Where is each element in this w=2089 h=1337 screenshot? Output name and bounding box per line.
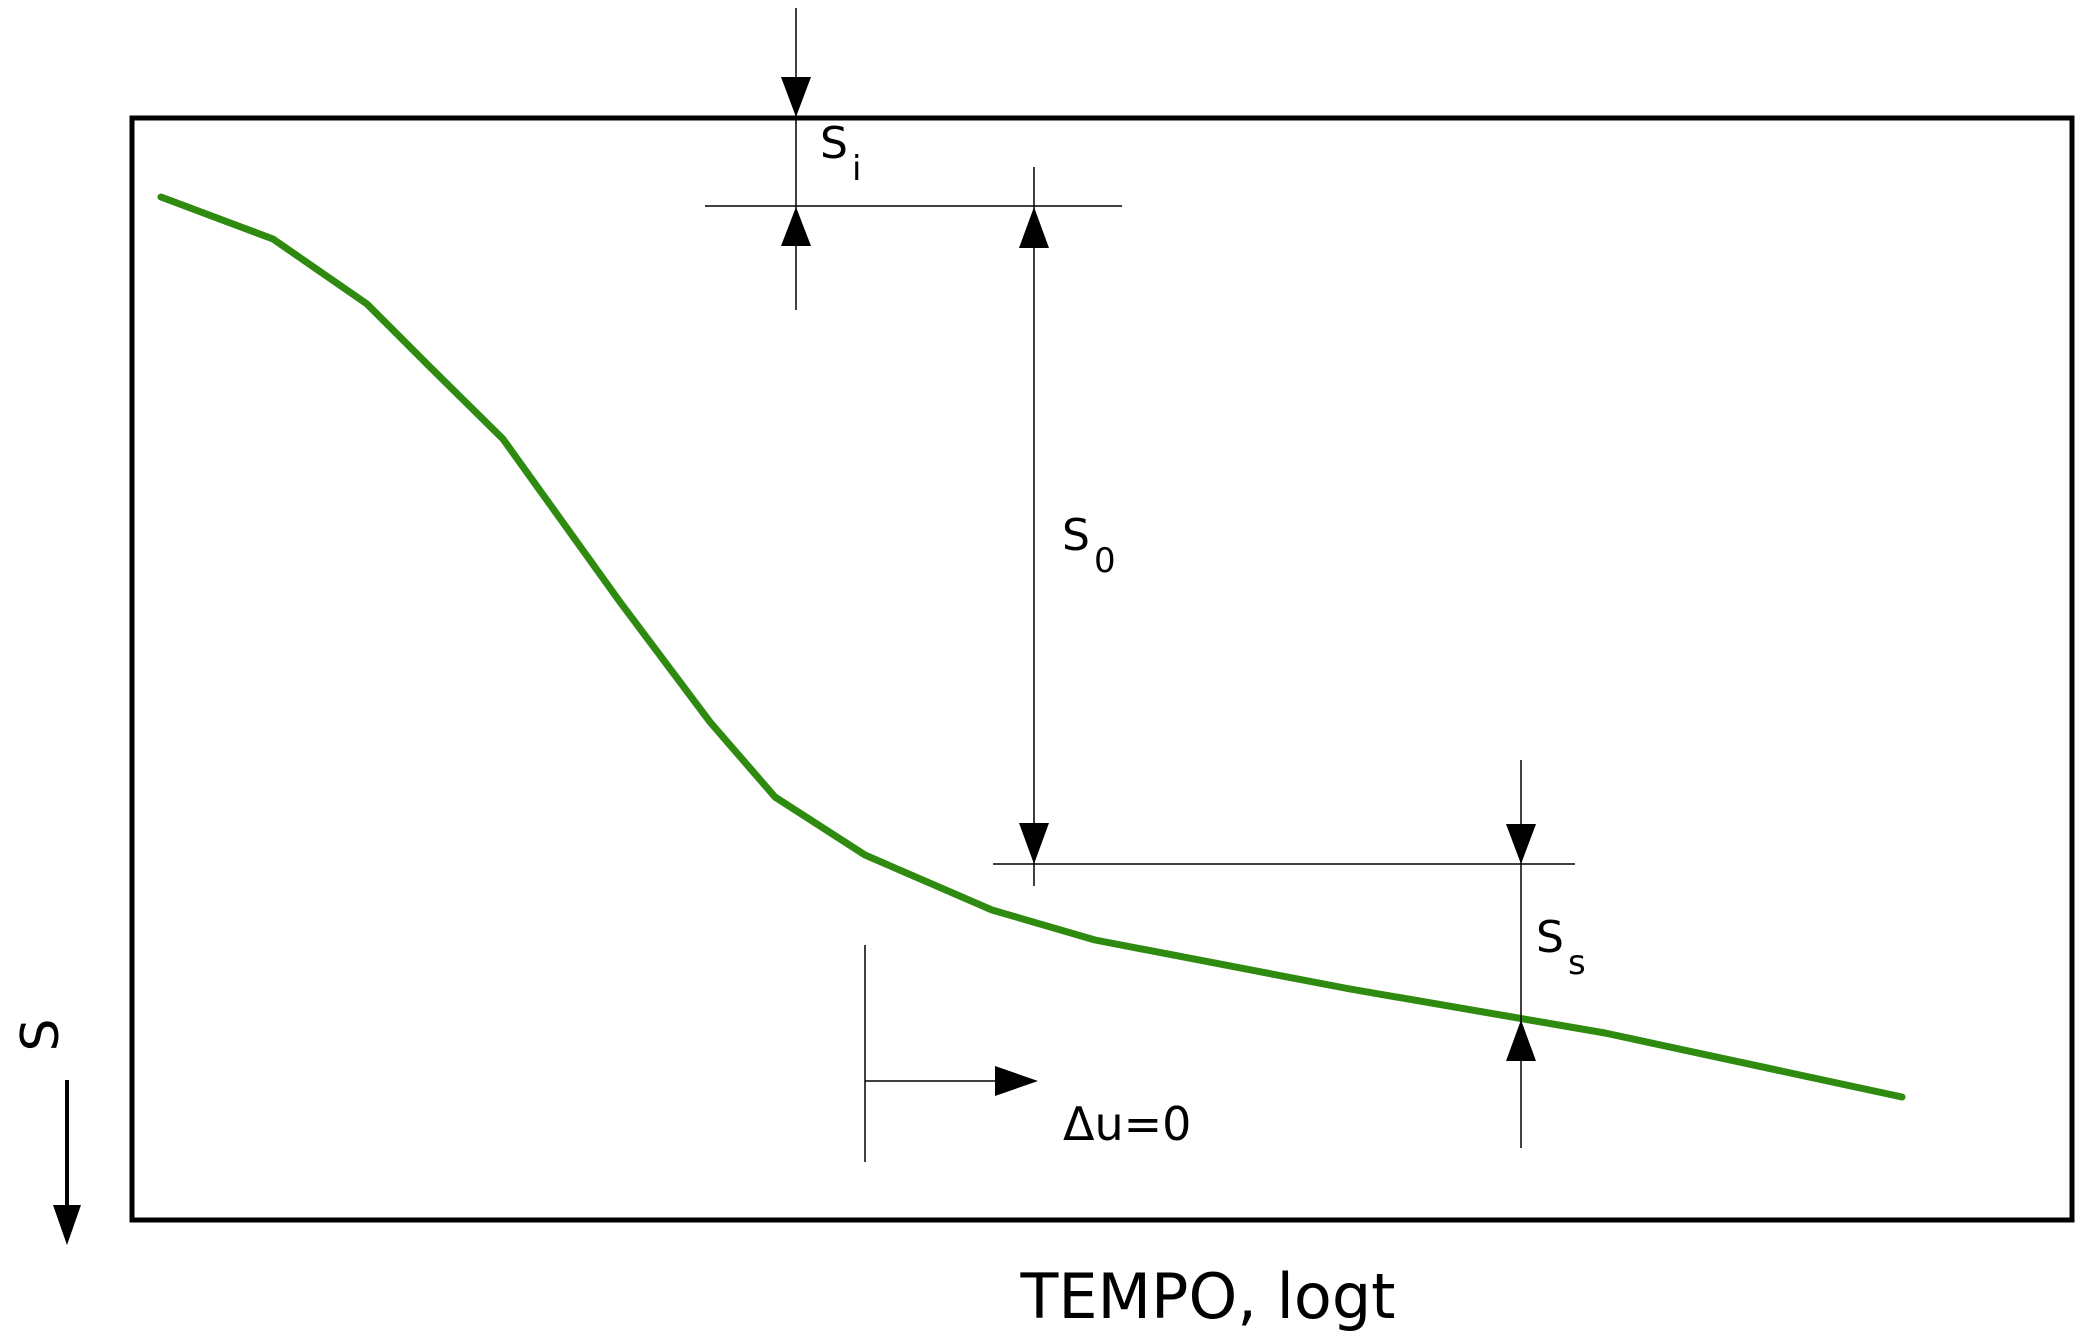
svg-text:Ss: Ss [1536,912,1586,983]
si-arrow-up-icon [781,207,811,246]
ss-subscript: s [1568,943,1586,983]
svg-text:Si: Si [820,118,861,189]
plot-frame [129,115,2075,1223]
si-dimension [705,8,1122,310]
s0-label: S [1062,510,1090,561]
x-axis-label: TEMPO, logt [1020,1260,1396,1333]
du-zero-marker [864,945,1038,1162]
y-axis-arrow-down-icon [53,1205,81,1245]
ss-arrow-up-icon [1506,1020,1536,1061]
settlement-curve [157,193,1906,1101]
s0-dimension [993,167,1575,886]
ss-dimension [1506,760,1536,1148]
du-zero-label: Δu=0 [1063,1097,1191,1151]
svg-text:S0: S0 [1062,510,1116,581]
ss-label: S [1536,912,1564,963]
s0-arrow-up-icon [1019,207,1049,248]
y-axis-label: S [11,1018,71,1051]
si-label: S [820,118,848,169]
ss-arrow-down-icon [1506,824,1536,864]
si-arrow-down-icon [781,77,811,117]
si-subscript: i [852,149,861,189]
s0-arrow-down-icon [1019,823,1049,864]
du-arrow-right-icon [995,1066,1038,1096]
s0-subscript: 0 [1094,541,1116,581]
